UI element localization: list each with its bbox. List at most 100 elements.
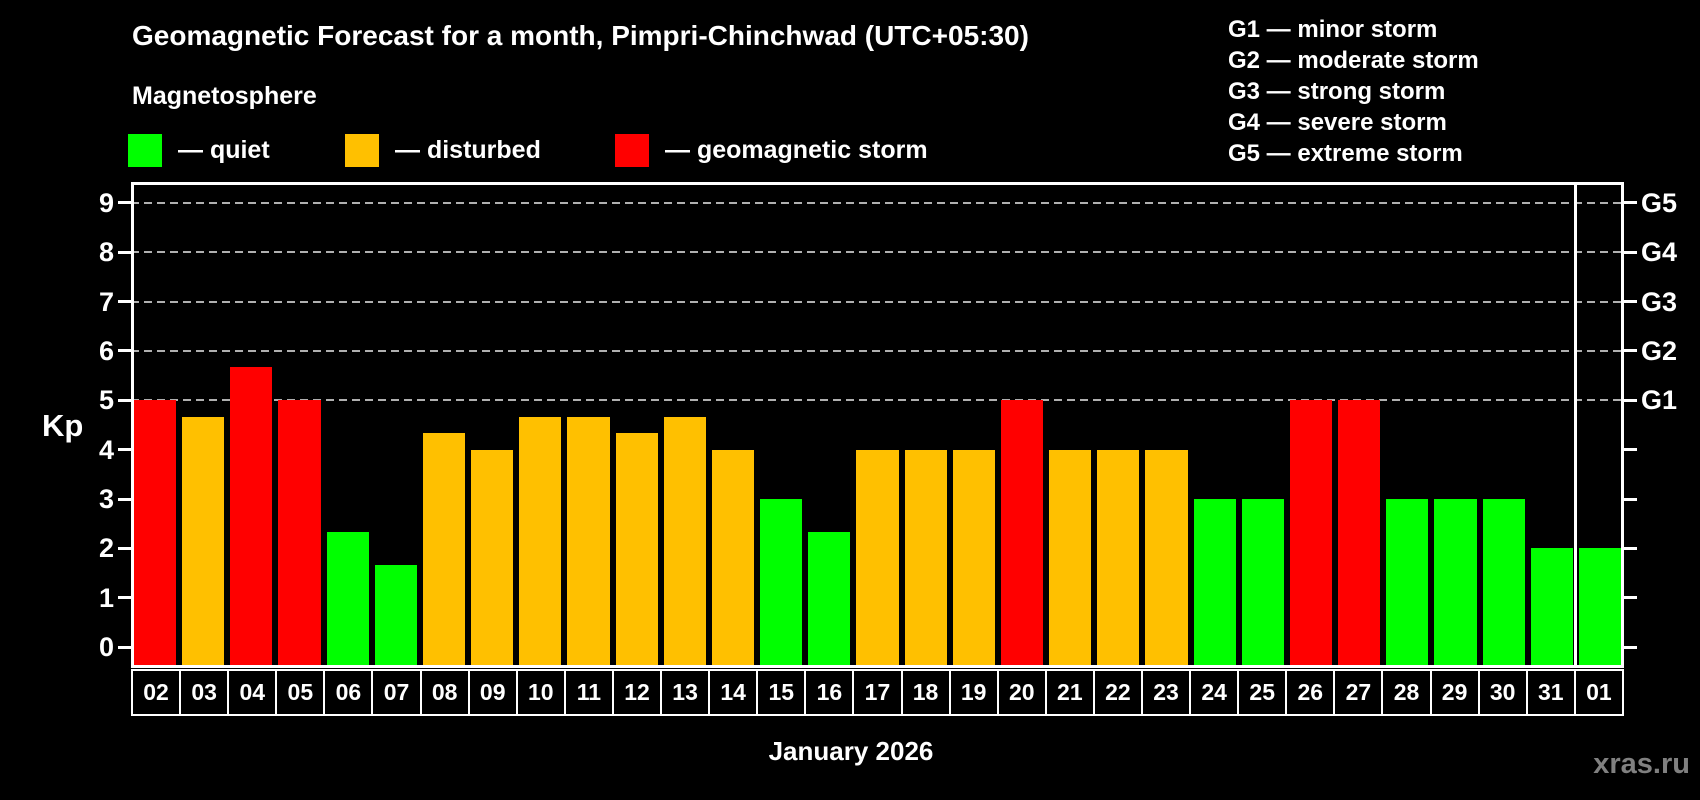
gridline-kp5: [131, 399, 1624, 402]
legend-label-storm: — geomagnetic storm: [665, 135, 928, 164]
date-cell-23: 23: [1140, 669, 1192, 716]
date-cell-07: 07: [371, 669, 422, 716]
date-cell-01: 01: [1573, 669, 1624, 716]
g-scale-line-g1: G1 — minor storm: [1228, 16, 1438, 43]
date-cell-20: 20: [996, 669, 1047, 716]
date-cell-30: 30: [1477, 669, 1528, 716]
kp-bar-31: [1530, 548, 1573, 668]
kp-bar-25: [1241, 499, 1284, 668]
kp-bar-03: [182, 416, 225, 668]
y-tick-right-0: [1624, 645, 1637, 649]
date-cell-13: 13: [660, 669, 711, 716]
date-cell-25: 25: [1237, 669, 1288, 716]
magnetosphere-subtitle: Magnetosphere: [132, 82, 317, 110]
gridline-kp8: [131, 251, 1624, 254]
y-tick-label-7: 7: [98, 286, 114, 317]
y-tick-left-6: [118, 349, 131, 353]
date-cell-08: 08: [419, 669, 470, 716]
gridline-kp6: [131, 349, 1624, 352]
y-tick-label-0: 0: [98, 632, 114, 663]
date-cell-15: 15: [756, 669, 807, 716]
plot-frame: [131, 182, 1624, 668]
x-axis-date-row: 02 03 04 05 06 07 08 09 10 11 12 13 14 15 16 17 18 19 20 21…: [131, 669, 1624, 716]
y-tick-left-3: [118, 497, 131, 501]
legend-label-disturbed: — disturbed: [395, 135, 541, 164]
y-tick-right-1: [1624, 596, 1637, 600]
kp-bar-10: [519, 416, 562, 668]
y-tick-left-2: [118, 546, 131, 550]
date-cell-05: 05: [275, 669, 326, 716]
kp-bar-02: [134, 400, 177, 668]
legend-item-quiet: — quiet: [128, 133, 270, 167]
g-axis-label-g4: G4: [1641, 237, 1678, 268]
date-cell-31: 31: [1525, 669, 1576, 716]
kp-bar-17: [856, 449, 899, 668]
y-tick-left-1: [118, 596, 131, 600]
g-scale-line-g3: G3 — strong storm: [1228, 78, 1446, 105]
kp-bar-13: [663, 416, 706, 668]
date-cell-03: 03: [179, 669, 230, 716]
y-tick-label-3: 3: [98, 484, 114, 515]
y-tick-right-2: [1624, 546, 1637, 550]
g-scale-line-g4: G4 — severe storm: [1228, 109, 1447, 136]
y-tick-left-9: [118, 201, 131, 205]
y-tick-left-5: [118, 398, 131, 402]
legend-label-quiet: — quiet: [178, 135, 270, 164]
y-tick-label-5: 5: [98, 385, 114, 416]
y-tick-label-2: 2: [98, 533, 114, 564]
kp-bar-23: [1145, 449, 1188, 668]
date-cell-09: 09: [467, 669, 518, 716]
kp-bar-28: [1386, 499, 1429, 668]
gridline-kp9: [131, 201, 1624, 204]
page-title: Geomagnetic Forecast for a month, Pimpri…: [132, 20, 1029, 51]
date-cell-29: 29: [1429, 669, 1480, 716]
y-tick-right-4: [1624, 448, 1637, 452]
kp-bar-15: [760, 499, 803, 668]
watermark: xras.ru: [1593, 748, 1690, 780]
plot-area: [131, 182, 1624, 668]
date-cell-17: 17: [852, 669, 903, 716]
g-scale-line-g2: G2 — moderate storm: [1228, 47, 1479, 74]
kp-bar-04: [230, 367, 273, 668]
kp-bar-27: [1338, 400, 1381, 668]
y-tick-right-3: [1624, 497, 1637, 501]
date-cell-14: 14: [708, 669, 759, 716]
kp-bar-09: [471, 449, 514, 668]
kp-bar-12: [615, 433, 658, 668]
y-tick-right-5: [1624, 398, 1637, 402]
date-cell-11: 11: [563, 669, 614, 716]
date-cell-26: 26: [1285, 669, 1336, 716]
y-tick-left-7: [118, 300, 131, 304]
quiet-color-swatch: [128, 133, 162, 167]
legend-item-storm: — geomagnetic storm: [615, 133, 928, 167]
date-cell-16: 16: [804, 669, 855, 716]
g-axis-label-g1: G1: [1641, 385, 1678, 416]
date-cell-04: 04: [227, 669, 278, 716]
month-separator-line: [1574, 182, 1578, 668]
gridline-kp7: [131, 300, 1624, 303]
date-cell-19: 19: [948, 669, 999, 716]
date-cell-21: 21: [1044, 669, 1095, 716]
y-tick-right-9: [1624, 201, 1637, 205]
disturbed-color-swatch: [345, 133, 379, 167]
y-tick-left-0: [118, 645, 131, 649]
legend-item-disturbed: — disturbed: [345, 133, 541, 167]
kp-bar-16: [808, 532, 851, 668]
date-cell-18: 18: [900, 669, 951, 716]
kp-bar-24: [1193, 499, 1236, 668]
y-tick-label-6: 6: [98, 335, 114, 366]
date-cell-02: 02: [131, 669, 182, 716]
kp-bar-05: [278, 400, 321, 668]
kp-bar-11: [567, 416, 610, 668]
x-axis-title: January 2026: [768, 736, 934, 766]
g-scale-line-g5: G5 — extreme storm: [1228, 140, 1463, 167]
kp-bar-14: [711, 449, 755, 668]
y-tick-label-1: 1: [98, 582, 114, 613]
y-tick-label-9: 9: [98, 187, 114, 218]
g-axis-label-g3: G3: [1641, 286, 1678, 317]
kp-bar-26: [1289, 400, 1333, 668]
date-cell-22: 22: [1092, 669, 1143, 716]
kp-bar-08: [422, 433, 466, 668]
y-tick-right-8: [1624, 250, 1637, 254]
